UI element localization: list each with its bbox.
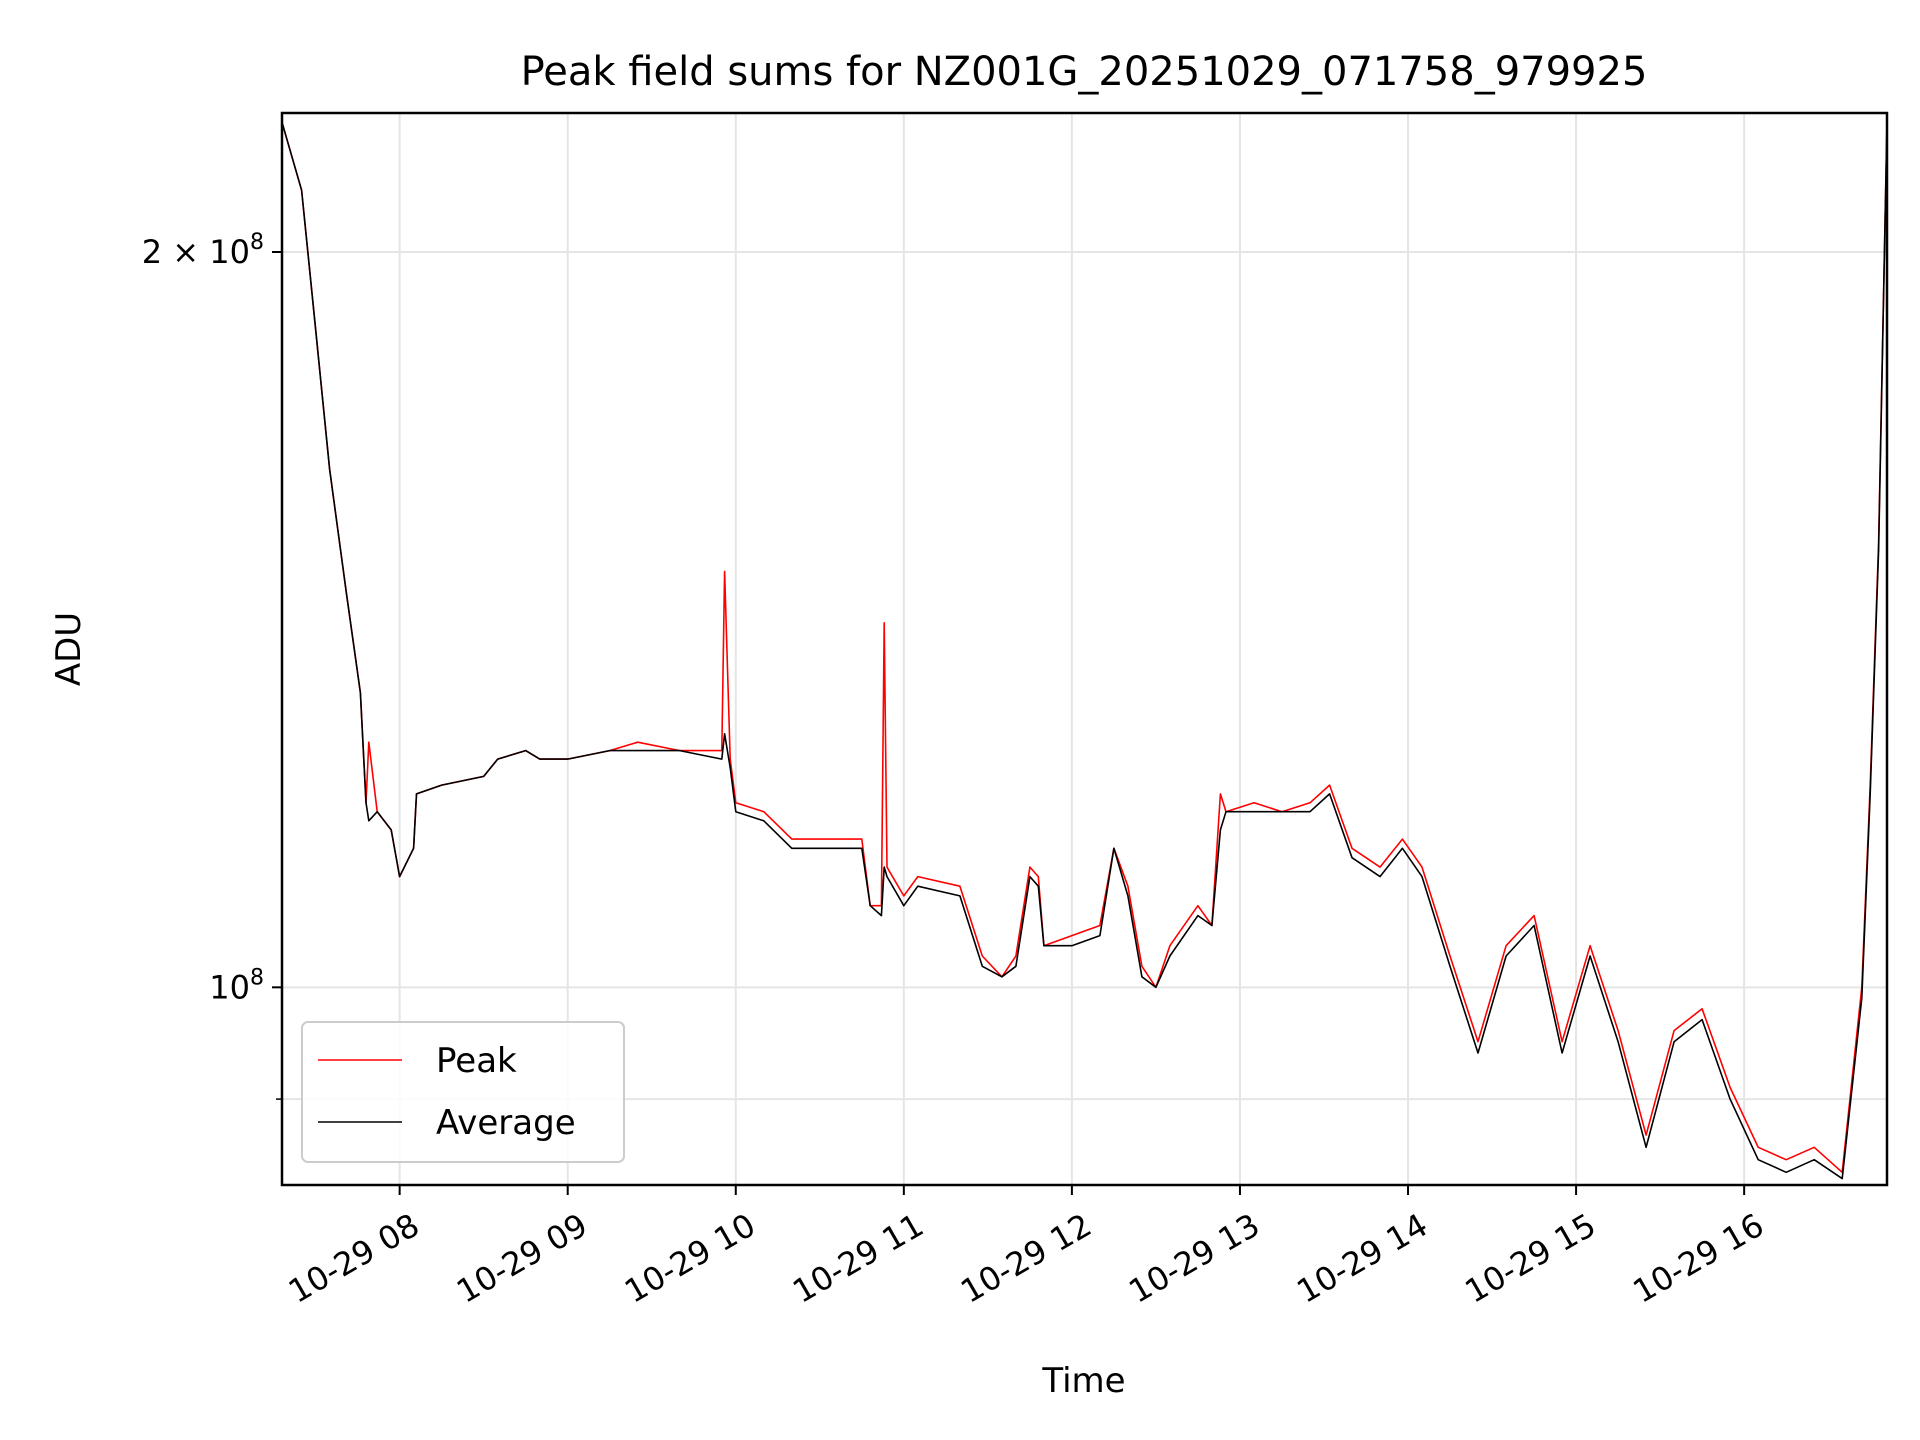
y-axis-label: ADU — [49, 612, 89, 686]
x-axis-ticks: 10-29 08 10-29 09 10-29 10 10-29 11 10-29 12… — [282, 1185, 1770, 1311]
x-tick-label: 10-29 13 — [1122, 1206, 1266, 1311]
legend-label-peak: Peak — [436, 1041, 517, 1081]
legend: Peak Average — [301, 1021, 625, 1163]
legend-box — [301, 1021, 625, 1163]
x-axis-label: Time — [1041, 1361, 1125, 1401]
x-tick-label: 10-29 16 — [1627, 1206, 1771, 1311]
x-tick-label: 10-29 15 — [1458, 1206, 1602, 1311]
x-tick-label: 10-29 12 — [954, 1206, 1098, 1311]
y-tick-label: 2 × 108 — [142, 230, 264, 271]
y-tick-exponent: 8 — [250, 965, 264, 990]
y-tick-mantissa: 2 × 10 — [142, 233, 250, 271]
series-line-peak — [281, 122, 1888, 1174]
y-tick-label: 108 — [209, 965, 264, 1006]
legend-label-average: Average — [436, 1103, 576, 1143]
x-tick-label: 10-29 11 — [786, 1206, 930, 1311]
chart-title: Peak field sums for NZ001G_20251029_0717… — [521, 49, 1648, 95]
series-line-average — [281, 122, 1888, 1180]
x-tick-label: 10-29 14 — [1290, 1206, 1434, 1311]
y-tick-mantissa: 10 — [209, 968, 250, 1006]
series-lines — [281, 122, 1888, 1180]
plot-area-frame — [280, 111, 1889, 1187]
y-tick-exponent: 8 — [250, 230, 264, 255]
x-tick-label: 10-29 08 — [282, 1206, 426, 1311]
x-tick-label: 10-29 09 — [450, 1206, 594, 1311]
x-tick-label: 10-29 10 — [618, 1206, 762, 1311]
